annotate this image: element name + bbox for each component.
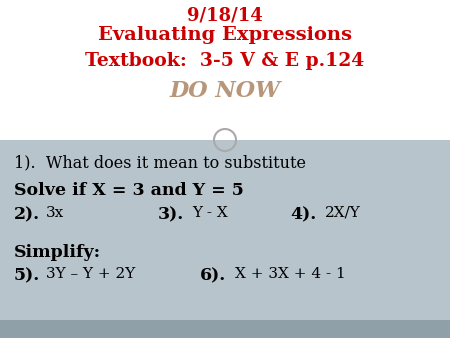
Text: 2X/Y: 2X/Y bbox=[325, 206, 361, 220]
Text: 9/18/14: 9/18/14 bbox=[187, 6, 263, 24]
Text: X + 3X + 4 - 1: X + 3X + 4 - 1 bbox=[235, 267, 346, 281]
Text: 3x: 3x bbox=[46, 206, 64, 220]
Text: 5).: 5). bbox=[14, 267, 40, 284]
Text: Simplify:: Simplify: bbox=[14, 244, 101, 261]
Text: 4).: 4). bbox=[290, 206, 316, 223]
Text: 3Y – Y + 2Y: 3Y – Y + 2Y bbox=[46, 267, 135, 281]
Text: 2).: 2). bbox=[14, 206, 40, 223]
Bar bbox=[0, 320, 450, 338]
Bar bbox=[0, 0, 450, 140]
Text: Evaluating Expressions: Evaluating Expressions bbox=[98, 26, 352, 44]
Text: Y - X: Y - X bbox=[192, 206, 228, 220]
Text: DO NOW: DO NOW bbox=[170, 80, 280, 102]
Text: 1).  What does it mean to substitute: 1). What does it mean to substitute bbox=[14, 154, 306, 171]
Bar bbox=[0, 140, 450, 320]
Text: 3).: 3). bbox=[158, 206, 184, 223]
Text: Solve if X = 3 and Y = 5: Solve if X = 3 and Y = 5 bbox=[14, 182, 244, 199]
Text: 6).: 6). bbox=[200, 267, 226, 284]
Text: Textbook:  3-5 V & E p.124: Textbook: 3-5 V & E p.124 bbox=[86, 52, 365, 70]
